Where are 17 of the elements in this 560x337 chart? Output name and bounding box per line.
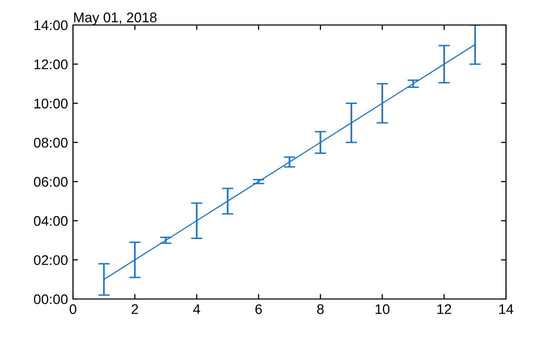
y-tick-label: 10:00 <box>34 98 68 108</box>
y-tick-label: 04:00 <box>34 216 68 226</box>
y-tick-label: 00:00 <box>34 294 68 304</box>
y-tick-label: 02:00 <box>34 255 68 266</box>
y-tick-label: 08:00 <box>34 138 68 148</box>
x-tick-label: 0 <box>70 304 76 314</box>
x-tick-label: 2 <box>132 304 138 314</box>
x-tick-label: 14 <box>499 304 514 314</box>
x-tick-label: 8 <box>317 304 324 314</box>
x-tick-label: 12 <box>437 304 452 314</box>
y-tick-label: 06:00 <box>34 176 68 187</box>
y-tick-label: 12:00 <box>34 59 68 70</box>
x-tick-label: 6 <box>255 304 262 314</box>
y-tick-label: 14:00 <box>34 20 68 30</box>
x-tick-label: 4 <box>193 304 200 314</box>
chart-title: May 01, 2018 <box>74 12 157 26</box>
x-tick-label: 10 <box>376 304 390 314</box>
